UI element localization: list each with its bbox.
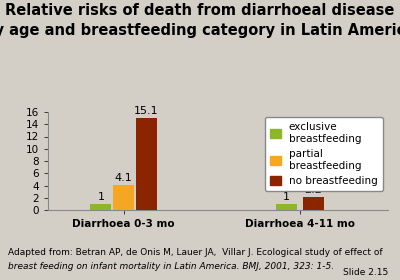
Bar xyxy=(276,204,297,210)
Text: 1: 1 xyxy=(97,192,104,202)
Bar xyxy=(113,185,134,210)
Text: Adapted from: Betran AP, de Onis M, Lauer JA,  Villar J. Ecological study of eff: Adapted from: Betran AP, de Onis M, Laue… xyxy=(8,248,383,257)
Text: Slide 2.15: Slide 2.15 xyxy=(343,268,388,277)
Bar xyxy=(136,118,157,210)
Bar xyxy=(303,197,324,210)
Text: breast feeding on infant mortality in Latin America. BMJ, 2001, 323: 1-5.: breast feeding on infant mortality in La… xyxy=(8,262,334,271)
Text: 2.2: 2.2 xyxy=(304,185,322,195)
Text: 1: 1 xyxy=(283,192,290,202)
Text: 4.1: 4.1 xyxy=(115,173,132,183)
Legend: exclusive
breastfeeding, partial
breastfeeding, no breastfeeding: exclusive breastfeeding, partial breastf… xyxy=(265,117,383,192)
Text: 15.1: 15.1 xyxy=(134,106,158,116)
Bar xyxy=(90,204,111,210)
Text: Relative risks of death from diarrhoeal disease
by age and breastfeeding categor: Relative risks of death from diarrhoeal … xyxy=(0,3,400,38)
